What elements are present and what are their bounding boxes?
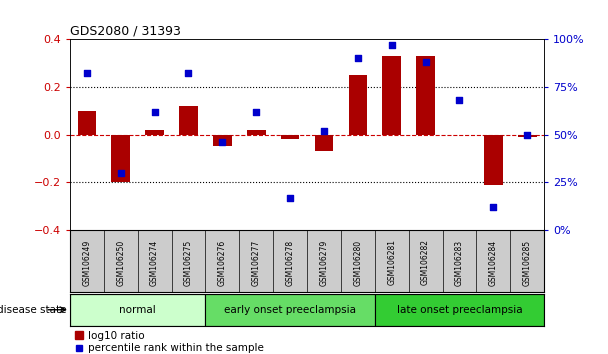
Bar: [348, 75, 367, 135]
Bar: [518, 135, 536, 137]
Point: [522, 132, 532, 137]
Bar: [213, 135, 232, 147]
Text: late onset preeclampsia: late onset preeclampsia: [396, 305, 522, 315]
Point: [488, 204, 498, 210]
Point: [184, 70, 193, 76]
Text: early onset preeclampsia: early onset preeclampsia: [224, 305, 356, 315]
Point: [319, 128, 329, 133]
Bar: [78, 110, 96, 135]
Bar: [111, 135, 130, 182]
Text: GSM106275: GSM106275: [184, 239, 193, 286]
Text: GDS2080 / 31393: GDS2080 / 31393: [70, 25, 181, 38]
Point: [116, 170, 126, 176]
Text: GSM106285: GSM106285: [523, 239, 532, 286]
Text: GSM106250: GSM106250: [116, 239, 125, 286]
Bar: [416, 56, 435, 135]
Text: GSM106284: GSM106284: [489, 239, 498, 286]
Point: [150, 109, 159, 114]
Bar: [145, 130, 164, 135]
Text: GSM106276: GSM106276: [218, 239, 227, 286]
Point: [455, 97, 465, 103]
Bar: [281, 135, 299, 139]
Text: GSM106282: GSM106282: [421, 239, 430, 285]
Bar: [484, 135, 503, 185]
Text: GSM106280: GSM106280: [353, 239, 362, 286]
Text: GSM106277: GSM106277: [252, 239, 261, 286]
Point: [353, 55, 363, 61]
Text: GSM106274: GSM106274: [150, 239, 159, 286]
Point: [421, 59, 430, 65]
Text: GSM106278: GSM106278: [286, 239, 295, 286]
Point: [251, 109, 261, 114]
Text: GSM106279: GSM106279: [319, 239, 328, 286]
Text: GSM106249: GSM106249: [82, 239, 91, 286]
Text: normal: normal: [119, 305, 156, 315]
Point: [387, 42, 396, 47]
Bar: [375, 294, 544, 326]
Text: disease state: disease state: [0, 305, 67, 315]
Bar: [179, 106, 198, 135]
Legend: log10 ratio, percentile rank within the sample: log10 ratio, percentile rank within the …: [75, 331, 263, 354]
Text: GSM106283: GSM106283: [455, 239, 464, 286]
Bar: [247, 130, 266, 135]
Point: [82, 70, 92, 76]
Bar: [206, 294, 375, 326]
Text: GSM106281: GSM106281: [387, 239, 396, 285]
Bar: [382, 56, 401, 135]
Point: [285, 195, 295, 200]
Bar: [315, 135, 333, 151]
Point: [218, 139, 227, 145]
Bar: [70, 294, 206, 326]
